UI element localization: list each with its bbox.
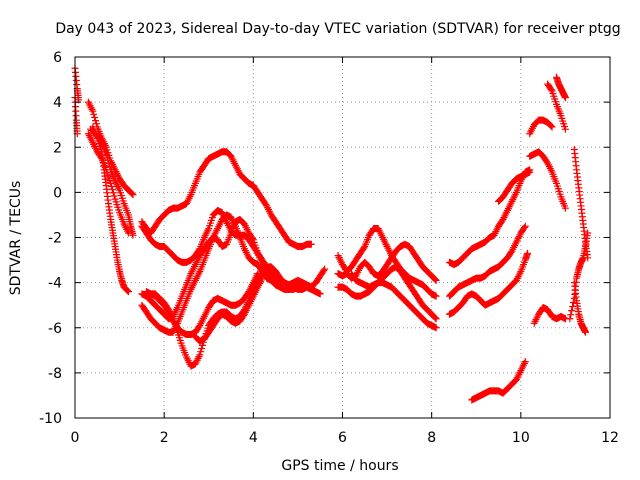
plus-marker [567,311,575,319]
series-arc-28 [530,303,569,327]
y-tick-label: 4 [53,95,62,111]
x-tick-label: 8 [427,430,436,446]
series-arc-13 [191,274,266,345]
plus-marker [106,163,114,171]
plus-marker [89,107,97,115]
axis-ticks: 0 2 4 6 8 10 12 -10 -8 -6 -4 -2 0 2 4 6 [39,50,619,446]
series-arc-7 [138,148,315,251]
series-arc-4 [87,125,137,239]
y-axis-label: SDTVAR / TECUs [8,181,24,296]
plus-marker [432,315,440,323]
plus-marker [320,266,328,274]
series-arc-16 [334,263,440,323]
plus-marker [432,276,440,284]
series-arc-29 [570,279,589,336]
y-tick-label: 2 [53,140,62,156]
series-arc-25 [553,73,569,102]
plus-marker [526,168,534,176]
series-arc-21 [495,168,534,205]
plus-marker [103,153,111,161]
y-tick-label: -6 [48,321,62,337]
grid-lines [75,57,610,418]
plus-marker [521,358,529,366]
plus-marker [196,351,204,359]
x-tick-label: 12 [601,430,619,446]
plus-marker [547,122,555,130]
series-arc-18 [446,166,534,269]
y-tick-label: -4 [48,276,62,292]
plus-marker [90,110,98,118]
series-arc-19 [446,222,529,300]
y-tick-label: 6 [53,50,62,66]
plus-marker [584,229,592,237]
plus-marker [254,270,262,278]
plus-marker [110,192,118,200]
series-arc-8 [138,206,315,293]
plus-marker [107,179,115,187]
plus-marker [561,94,569,102]
x-tick-label: 4 [249,430,258,446]
plus-marker [294,283,302,291]
plus-marker [432,324,440,332]
plus-marker [129,231,137,239]
x-tick-label: 2 [160,430,169,446]
series-arc-17 [347,270,440,332]
plus-marker [124,287,132,295]
plus-marker [524,249,532,257]
y-tick-label: 0 [53,185,62,201]
plus-marker [92,117,100,125]
plus-marker [307,240,315,248]
plus-marker [520,224,528,232]
series-arc-23 [526,116,556,138]
y-tick-label: -8 [48,366,62,382]
plus-marker [248,234,256,242]
plus-marker [125,288,132,296]
series-arc-30 [468,358,529,404]
plus-marker [548,123,556,131]
plus-marker [321,265,329,273]
plus-marker [91,113,99,121]
plus-marker [521,222,529,230]
plus-marker [431,275,439,283]
chart-title: Day 043 of 2023, Sidereal Day-to-day VTE… [55,21,620,37]
plus-marker [129,191,137,199]
plus-marker [561,315,569,323]
plus-marker [125,229,132,237]
series-arc-24 [544,80,569,133]
plus-marker [547,85,555,93]
plus-marker [581,328,589,336]
y-tick-label: -2 [48,231,62,247]
plus-marker [197,348,205,356]
x-axis-label: GPS time / hours [281,458,398,474]
y-tick-label: -10 [39,411,62,427]
plus-marker [432,292,440,300]
plus-marker [431,314,439,322]
data-markers [71,64,592,404]
plus-marker [109,189,117,197]
plus-marker [92,120,100,128]
plus-marker [568,307,576,315]
plus-marker [561,125,569,133]
series-arc-14 [334,224,440,300]
plus-marker [108,183,116,191]
x-tick-label: 10 [512,430,530,446]
x-tick-label: 0 [71,430,80,446]
plus-marker [360,244,368,252]
plus-marker [128,190,136,198]
series-arc-22 [526,148,569,212]
series-arc-12 [147,270,262,339]
plus-marker [258,274,266,282]
plus-marker [316,290,324,298]
plus-marker [102,150,110,158]
plus-marker [198,345,206,353]
plus-marker [561,204,569,212]
series-arc-6 [89,123,132,296]
series-arc-20 [446,249,532,318]
x-tick-label: 6 [338,430,347,446]
series-arc-2 [71,94,81,138]
